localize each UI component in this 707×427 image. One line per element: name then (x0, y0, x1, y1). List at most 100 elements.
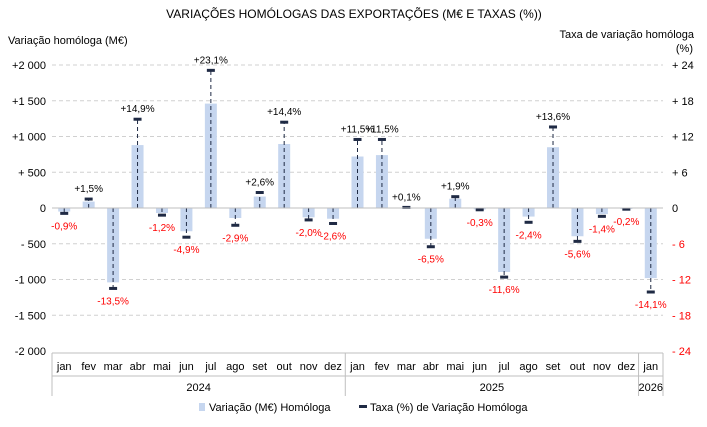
y-tick-label: + 500 (18, 167, 46, 179)
legend: Variação (M€) Homóloga Taxa (%) de Varia… (199, 402, 528, 414)
y2-tick-label: + 24 (672, 60, 694, 72)
chart-title: VARIAÇÕES HOMÓLOGAS DAS EXPORTAÇÕES (M€ … (166, 6, 542, 21)
month-label: set (546, 361, 561, 373)
month-label: jul (204, 361, 216, 373)
legend-bar-swatch (199, 403, 205, 411)
y2-tick-label: - 12 (672, 275, 691, 287)
y2-tick-label: + 18 (672, 96, 694, 108)
year-label: 2024 (186, 382, 210, 394)
rate-marker (549, 125, 558, 129)
legend-marker-label: Taxa (%) de Variação Homóloga (370, 402, 528, 414)
y-tick-label: -1 000 (15, 275, 46, 287)
month-label: out (277, 361, 292, 373)
month-label: mai (153, 361, 171, 373)
rate-data-label: -6,5% (418, 255, 444, 266)
y2-tick-label: + 6 (672, 167, 688, 179)
right-axis-unit: (%) (676, 43, 693, 55)
month-label: ago (519, 361, 537, 373)
bar (449, 198, 462, 208)
month-label: ago (226, 361, 244, 373)
rate-data-label: +13,6% (536, 112, 570, 123)
bar (229, 208, 242, 219)
rate-data-label: +1,5% (74, 184, 103, 195)
rate-data-label: +11,5% (341, 124, 375, 135)
month-label: jan (56, 361, 72, 373)
rate-marker (255, 191, 264, 195)
y-tick-label: -1 500 (15, 310, 46, 322)
legend-bar-label: Variação (M€) Homóloga (209, 402, 331, 414)
bar (375, 155, 388, 208)
rate-marker (231, 223, 240, 227)
rate-marker (573, 239, 582, 243)
rate-marker (60, 211, 69, 215)
bar (327, 208, 340, 219)
bar (351, 156, 364, 208)
rate-marker (646, 290, 655, 294)
rate-data-label: -5,6% (564, 249, 590, 260)
rate-data-label: -2,0% (296, 228, 322, 239)
rate-data-label: -2,6% (320, 231, 346, 242)
rate-marker (353, 137, 362, 141)
rate-marker (402, 205, 411, 209)
month-label: abr (130, 361, 146, 373)
rate-marker (304, 218, 313, 222)
month-label: nov (300, 361, 318, 373)
rate-data-label: -11,6% (489, 285, 520, 296)
y-tick-label: +1 500 (12, 96, 46, 108)
month-label: mar (397, 361, 416, 373)
rate-data-label: -2,4% (516, 230, 542, 241)
rate-data-label: -1,4% (589, 224, 615, 235)
bar (253, 196, 266, 208)
month-label: dez (324, 361, 342, 373)
rate-marker (109, 286, 118, 290)
rate-marker (157, 213, 166, 217)
month-label: nov (593, 361, 611, 373)
rate-marker (84, 197, 93, 201)
month-label: set (252, 361, 267, 373)
left-axis-title: Variação homóloga (M€) (8, 35, 128, 47)
bar (302, 208, 315, 218)
rate-data-label: -2,9% (222, 233, 248, 244)
rate-marker (622, 207, 631, 211)
month-label: mar (104, 361, 123, 373)
bar (522, 208, 535, 217)
year-label: 2025 (480, 382, 504, 394)
rate-data-label: -0,3% (467, 218, 493, 229)
rate-marker (329, 221, 338, 225)
month-label: jan (642, 361, 658, 373)
rate-marker (500, 275, 509, 279)
y-tick-label: +1 000 (12, 132, 46, 144)
rate-data-label: +14,9% (120, 104, 154, 115)
rate-marker (597, 214, 606, 218)
rate-marker (377, 137, 386, 141)
rate-data-label: -14,1% (635, 300, 667, 311)
y-tick-label: 0 (40, 203, 46, 215)
month-label: jan (349, 361, 365, 373)
rate-marker (475, 208, 484, 212)
rate-marker (206, 68, 215, 72)
rate-data-label: +0,1% (392, 192, 421, 203)
rate-data-label: -4,9% (173, 245, 199, 256)
rate-marker (182, 235, 191, 239)
month-label: jun (178, 361, 194, 373)
rate-marker (280, 120, 289, 124)
month-label: fev (375, 361, 390, 373)
legend-marker-swatch (359, 405, 367, 408)
rate-marker (524, 220, 533, 224)
y2-tick-label: - 6 (672, 239, 685, 251)
month-label: dez (617, 361, 635, 373)
bar (180, 208, 193, 232)
rate-data-label: -13,5% (97, 296, 129, 307)
y2-tick-label: - 24 (672, 346, 691, 358)
right-axis-title: Taxa de variação homóloga (559, 29, 694, 41)
y-tick-label: - 500 (21, 239, 46, 251)
month-label: fev (81, 361, 96, 373)
rate-data-label: +14,4% (267, 107, 301, 118)
year-label: 2026 (639, 382, 663, 394)
rate-marker (451, 195, 460, 199)
month-label: abr (423, 361, 439, 373)
y2-tick-label: 0 (672, 203, 678, 215)
rate-data-label: +23,1% (194, 55, 228, 66)
y2-tick-label: - 18 (672, 310, 691, 322)
